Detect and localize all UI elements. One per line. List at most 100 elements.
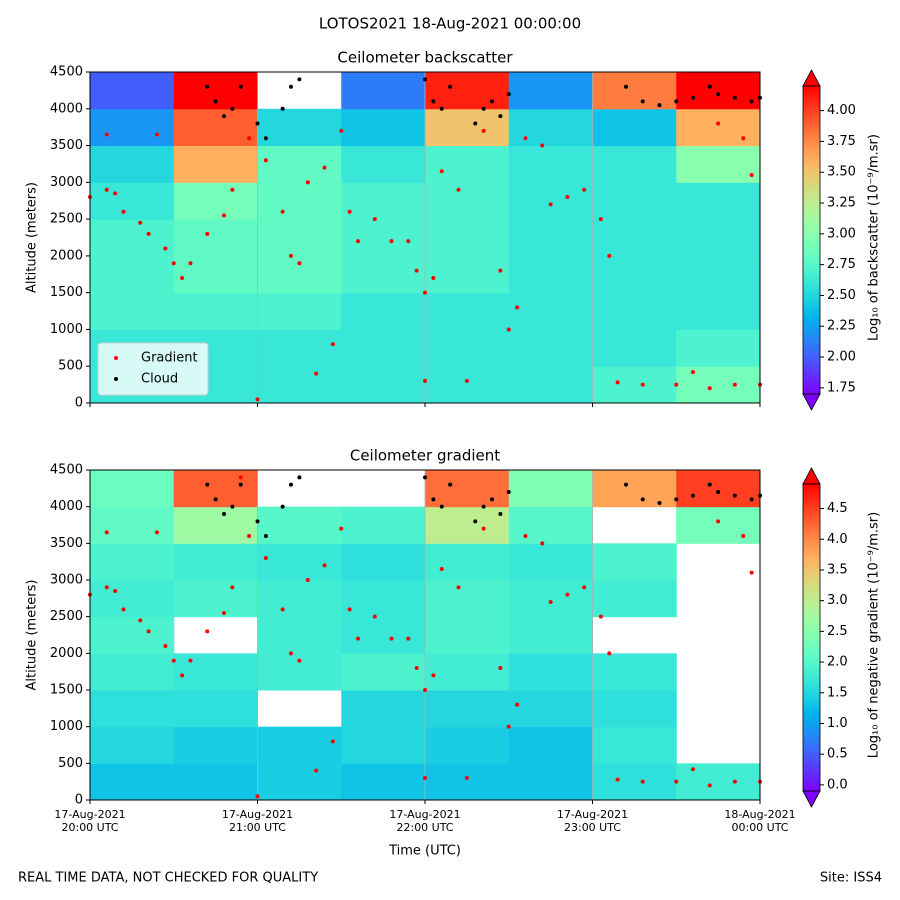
point — [732, 779, 737, 784]
point — [464, 378, 469, 383]
heat-cell — [425, 72, 510, 110]
heat-cell — [592, 543, 677, 581]
heat-cell — [257, 726, 342, 764]
point — [356, 636, 360, 641]
point — [716, 92, 721, 97]
y-tick-label: 1000 — [50, 322, 83, 337]
point — [339, 128, 344, 133]
heat-cell — [257, 108, 342, 147]
point — [230, 187, 235, 192]
y-tick-label: 500 — [58, 359, 83, 374]
point — [423, 688, 427, 692]
point — [297, 475, 302, 480]
point — [490, 497, 494, 502]
heat-cell — [508, 366, 593, 404]
heat-cell — [257, 182, 342, 220]
point — [540, 541, 545, 546]
heat-cell — [676, 506, 761, 544]
point — [515, 702, 520, 707]
heat-cell — [425, 108, 510, 147]
point — [691, 95, 695, 100]
heat-cell — [425, 616, 510, 654]
point — [314, 371, 319, 376]
colorbar-tick-label: 2.75 — [827, 257, 856, 272]
point — [498, 268, 503, 273]
point — [674, 382, 679, 387]
heat-cell — [508, 580, 593, 618]
heat-cell — [90, 255, 175, 294]
heat-cell — [425, 543, 510, 581]
heat-cell — [592, 580, 677, 618]
point — [339, 526, 344, 531]
point — [423, 378, 427, 383]
point — [238, 77, 243, 82]
heat-cell — [173, 763, 258, 801]
heat-cell — [173, 292, 258, 330]
heat-cell — [592, 470, 677, 508]
colorbar — [803, 484, 820, 791]
point — [749, 570, 754, 575]
point — [113, 191, 118, 196]
panel-title: Ceilometer gradient — [350, 447, 500, 465]
x-tick-label: 17-Aug-2021 23:00 UTC — [556, 808, 629, 834]
point — [640, 99, 645, 104]
point — [205, 84, 210, 89]
footer-site: Site: ISS4 — [820, 871, 882, 886]
point — [657, 103, 662, 108]
point — [716, 490, 721, 494]
point — [104, 585, 109, 590]
heat-cell — [592, 145, 677, 183]
heat-cell — [676, 182, 761, 220]
heat-cell — [592, 329, 677, 367]
heat-cell — [508, 72, 593, 110]
point — [439, 169, 444, 174]
point — [598, 614, 603, 619]
heat-cell — [173, 726, 258, 764]
colorbar — [803, 86, 820, 394]
point — [188, 261, 193, 266]
point — [506, 724, 511, 729]
colorbar-tick-label: 1.5 — [827, 685, 848, 700]
heat-cell — [173, 580, 258, 618]
heat-cell — [341, 219, 426, 257]
point — [104, 187, 109, 192]
colorbar-tick-label: 4.5 — [827, 501, 848, 516]
point — [691, 493, 695, 498]
colorbar-extend-min — [802, 790, 821, 808]
heat-cell — [508, 763, 593, 801]
y-tick-label: 1500 — [50, 285, 83, 300]
colorbar-tick-label: 2.00 — [827, 350, 856, 365]
colorbar-tick-label: 2.50 — [827, 288, 856, 303]
point — [481, 526, 486, 531]
point — [640, 497, 645, 502]
point — [640, 779, 645, 784]
heat-cell — [173, 470, 258, 508]
point — [423, 290, 427, 295]
point — [121, 607, 126, 612]
heat-cell — [592, 182, 677, 220]
colorbar-tick-label: 4.0 — [827, 532, 848, 547]
y-axis-label: Altitude (meters) — [25, 182, 40, 293]
heat-cell — [257, 292, 342, 330]
x-tick-label: 17-Aug-2021 21:00 UTC — [221, 808, 294, 834]
point — [289, 253, 293, 258]
x-axis-label: Time (UTC) — [388, 844, 461, 859]
heat-cell — [592, 108, 677, 147]
point — [155, 530, 159, 535]
heat-cell — [676, 255, 761, 294]
plot-frame — [89, 71, 761, 404]
point — [121, 209, 126, 214]
point — [674, 779, 679, 784]
point — [439, 567, 444, 571]
colorbar-tick-label: 2.25 — [827, 319, 856, 334]
colorbar-frame — [802, 85, 821, 395]
footer-note: REAL TIME DATA, NOT CHECKED FOR QUALITY — [18, 871, 318, 886]
point — [716, 121, 721, 126]
heat-cell — [257, 580, 342, 618]
panel-title: Ceilometer backscatter — [337, 49, 513, 67]
heat-cell — [592, 653, 677, 691]
point — [146, 629, 151, 634]
legend-label: Gradient — [141, 351, 198, 366]
point — [213, 99, 218, 104]
point — [414, 268, 419, 273]
